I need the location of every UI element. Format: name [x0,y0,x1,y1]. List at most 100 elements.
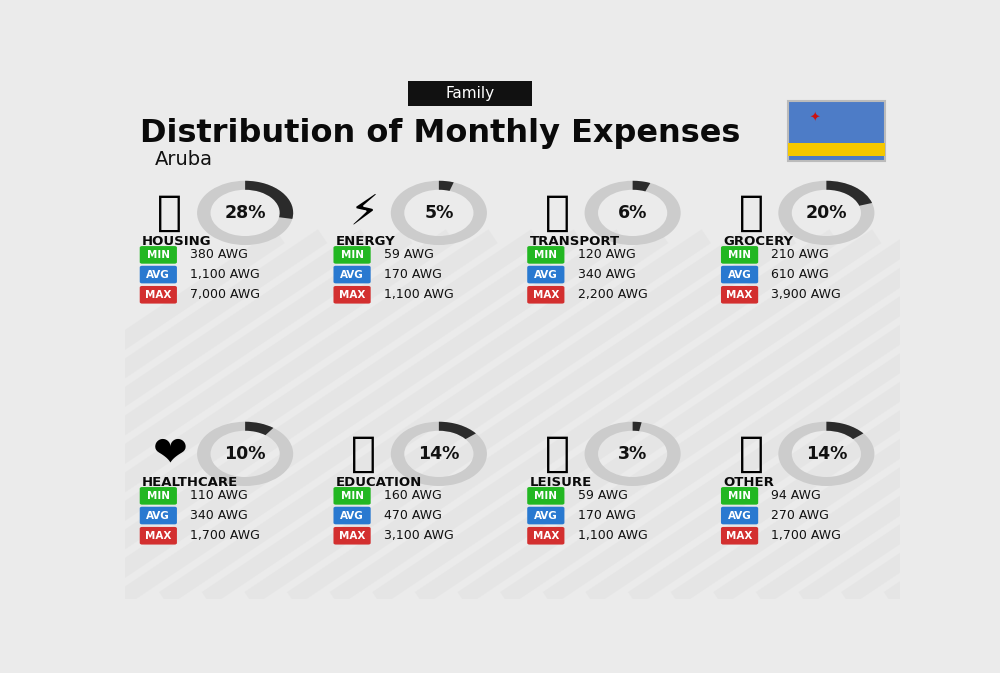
FancyBboxPatch shape [140,286,177,304]
Text: TRANSPORT: TRANSPORT [530,235,620,248]
Wedge shape [585,422,681,486]
Text: 59 AWG: 59 AWG [578,489,627,502]
Wedge shape [826,181,872,206]
Text: 1,100 AWG: 1,100 AWG [190,268,260,281]
Text: 160 AWG: 160 AWG [384,489,442,502]
Text: MIN: MIN [341,250,364,260]
FancyBboxPatch shape [408,81,532,106]
Text: 170 AWG: 170 AWG [384,268,442,281]
Wedge shape [778,181,874,245]
FancyBboxPatch shape [721,266,758,283]
Text: GROCERY: GROCERY [723,235,793,248]
FancyBboxPatch shape [527,286,564,304]
Text: OTHER: OTHER [723,476,774,489]
Text: 270 AWG: 270 AWG [771,509,829,522]
FancyBboxPatch shape [125,81,900,599]
Text: 380 AWG: 380 AWG [190,248,248,261]
Text: MAX: MAX [145,531,172,540]
Text: 2,200 AWG: 2,200 AWG [578,288,647,302]
Text: MIN: MIN [341,491,364,501]
Text: MAX: MAX [145,290,172,299]
FancyBboxPatch shape [333,527,371,544]
FancyBboxPatch shape [140,527,177,544]
Wedge shape [633,181,650,191]
Text: 3,900 AWG: 3,900 AWG [771,288,841,302]
Wedge shape [197,181,293,245]
Text: ⚡: ⚡ [349,192,378,234]
Wedge shape [245,181,293,219]
FancyBboxPatch shape [333,507,371,524]
Text: 1,700 AWG: 1,700 AWG [190,529,260,542]
Text: 170 AWG: 170 AWG [578,509,635,522]
Wedge shape [826,422,863,439]
FancyBboxPatch shape [527,507,564,524]
FancyBboxPatch shape [333,266,371,283]
Text: AVG: AVG [728,511,751,520]
FancyBboxPatch shape [721,487,758,505]
Text: MAX: MAX [726,531,753,540]
FancyBboxPatch shape [721,507,758,524]
Text: 6%: 6% [618,204,647,222]
FancyBboxPatch shape [788,143,885,150]
Wedge shape [197,422,293,486]
Text: 28%: 28% [224,204,266,222]
Text: 1,700 AWG: 1,700 AWG [771,529,841,542]
Text: MIN: MIN [534,491,557,501]
Text: 3,100 AWG: 3,100 AWG [384,529,454,542]
Text: AVG: AVG [728,270,751,279]
Text: 3%: 3% [618,445,647,463]
Wedge shape [391,422,487,486]
FancyBboxPatch shape [527,246,564,264]
Text: MIN: MIN [534,250,557,260]
Text: 1,100 AWG: 1,100 AWG [384,288,454,302]
Text: 5%: 5% [424,204,454,222]
Text: 🛍: 🛍 [545,433,570,475]
Text: 340 AWG: 340 AWG [190,509,248,522]
Text: AVG: AVG [146,270,170,279]
Text: HEALTHCARE: HEALTHCARE [142,476,238,489]
Text: 110 AWG: 110 AWG [190,489,248,502]
Wedge shape [439,181,454,191]
Wedge shape [585,181,681,245]
Text: Aruba: Aruba [154,150,212,169]
Text: MAX: MAX [339,290,365,299]
Text: MIN: MIN [728,491,751,501]
Text: MIN: MIN [147,491,170,501]
Text: 470 AWG: 470 AWG [384,509,442,522]
Text: 610 AWG: 610 AWG [771,268,829,281]
FancyBboxPatch shape [721,527,758,544]
Text: 20%: 20% [806,204,847,222]
Text: ENERGY: ENERGY [336,235,396,248]
FancyBboxPatch shape [333,246,371,264]
FancyBboxPatch shape [788,149,885,156]
Text: HOUSING: HOUSING [142,235,212,248]
FancyBboxPatch shape [527,527,564,544]
Text: 14%: 14% [418,445,460,463]
Text: 59 AWG: 59 AWG [384,248,434,261]
Text: 14%: 14% [806,445,847,463]
Text: 340 AWG: 340 AWG [578,268,635,281]
Text: 👝: 👝 [739,433,764,475]
Text: 210 AWG: 210 AWG [771,248,829,261]
Text: 🚌: 🚌 [545,192,570,234]
Text: 94 AWG: 94 AWG [771,489,821,502]
Text: 1,100 AWG: 1,100 AWG [578,529,647,542]
FancyBboxPatch shape [527,487,564,505]
Text: MIN: MIN [728,250,751,260]
Wedge shape [245,422,273,435]
Wedge shape [633,422,642,431]
FancyBboxPatch shape [527,266,564,283]
FancyBboxPatch shape [140,507,177,524]
Text: 🏢: 🏢 [157,192,182,234]
Text: 10%: 10% [224,445,266,463]
Text: LEISURE: LEISURE [530,476,592,489]
FancyBboxPatch shape [140,246,177,264]
FancyBboxPatch shape [721,286,758,304]
Text: MAX: MAX [533,290,559,299]
Text: AVG: AVG [340,270,364,279]
Text: 7,000 AWG: 7,000 AWG [190,288,260,302]
FancyBboxPatch shape [333,487,371,505]
Text: AVG: AVG [534,511,558,520]
Text: 🎓: 🎓 [351,433,376,475]
Text: ✦: ✦ [810,112,820,125]
